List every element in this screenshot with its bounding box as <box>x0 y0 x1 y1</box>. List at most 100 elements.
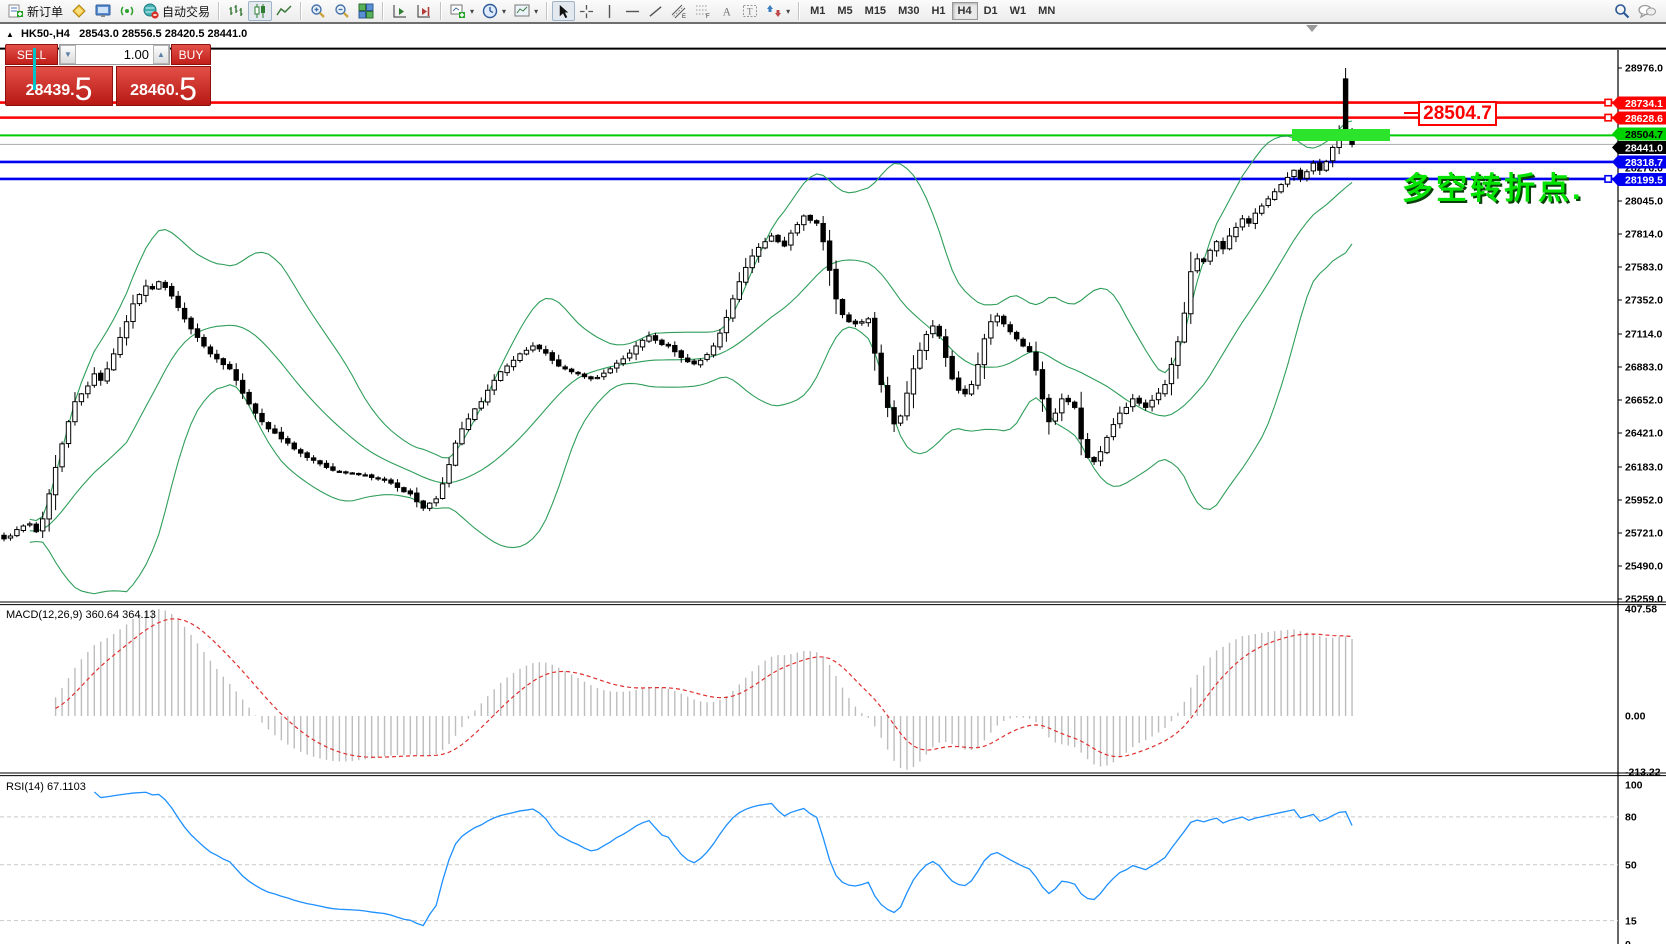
text-tool[interactable]: A <box>715 1 738 21</box>
price-axis-tick: 25721.0 <box>1625 528 1663 540</box>
template-dropdown[interactable]: ▾ <box>510 1 542 21</box>
bar-chart-button[interactable] <box>224 1 248 21</box>
ohlc-header: ▲ HK50-,H4 28543.0 28556.5 28420.5 28441… <box>6 28 247 40</box>
search-icon[interactable] <box>1614 3 1630 19</box>
arrows-dropdown[interactable]: ▾ <box>762 1 794 21</box>
trendline-icon <box>649 5 662 17</box>
sell-button[interactable]: SELL <box>5 44 58 65</box>
timeframe-d1[interactable]: D1 <box>983 5 998 17</box>
horizontal-line-tool[interactable] <box>621 1 644 21</box>
text-icon: A <box>723 6 732 18</box>
price-axis-tick: 26421.0 <box>1625 428 1663 440</box>
bar-chart-icon <box>229 5 243 16</box>
new-order-icon <box>8 4 23 18</box>
price-axis-tick: 27814.0 <box>1625 229 1663 241</box>
new-chart-dropdown[interactable]: ▾ <box>446 1 478 21</box>
auto-scroll-icon <box>393 5 407 18</box>
timeframe-mn[interactable]: MN <box>1038 5 1056 17</box>
price-level-badge: 28504.7 <box>1625 129 1663 141</box>
text-label-icon: T <box>743 5 758 17</box>
timeframe-group: M1 M5 M15 M30 H1 H4 D1 W1 MN <box>804 0 1061 22</box>
rsi-label: RSI(14) 67.1103 <box>6 781 86 793</box>
toolbar-separator <box>382 2 385 20</box>
macd-axis-tick: 0.00 <box>1625 711 1646 723</box>
clock-icon <box>482 3 498 19</box>
timeframe-m1[interactable]: M1 <box>810 5 826 17</box>
symbol-period-label: HK50-,H4 <box>20 28 70 40</box>
crosshair-tool-button[interactable] <box>575 1 598 21</box>
rsi-axis-tick: 15 <box>1625 916 1637 928</box>
autotrading-button[interactable]: 自动交易 <box>139 1 214 21</box>
timeframe-m15[interactable]: M15 <box>864 5 887 17</box>
zoom-in-icon <box>311 4 325 18</box>
price-axis-tick: 25952.0 <box>1625 495 1663 507</box>
top-toolbar: 新订单 自动交易 <box>0 0 1666 24</box>
price-annotation-box[interactable]: 28504.7 <box>1418 101 1497 126</box>
caret-down-icon: ▾ <box>786 6 791 16</box>
market-watch-button[interactable] <box>91 1 115 21</box>
volume-increase-button[interactable]: ▲ <box>153 45 169 64</box>
toolbar-separator <box>440 2 443 20</box>
rsi-axis-tick: 50 <box>1625 860 1637 872</box>
toolbar-separator <box>798 2 801 20</box>
new-order-label: 新订单 <box>27 4 64 19</box>
new-chart-icon <box>450 4 466 18</box>
fibonacci-icon: F <box>696 5 710 19</box>
trendline-tool[interactable] <box>644 1 667 21</box>
profile-button[interactable] <box>67 1 91 21</box>
new-order-button[interactable]: 新订单 <box>4 1 67 21</box>
text-label-tool[interactable]: T <box>738 1 762 21</box>
auto-scroll-button[interactable] <box>388 1 412 21</box>
volume-decrease-button[interactable]: ▼ <box>60 45 76 64</box>
cyan-marker-bar <box>33 48 36 90</box>
crosshair-icon <box>580 4 594 18</box>
price-axis-tick: 28976.0 <box>1625 63 1663 75</box>
fibonacci-tool[interactable]: F <box>691 1 715 21</box>
svg-text:T: T <box>747 7 753 17</box>
signal-button[interactable] <box>115 1 139 21</box>
sell-price-pip: 5 <box>74 70 93 107</box>
collapse-panel-arrow[interactable]: ▲ <box>6 30 14 39</box>
one-click-trade-panel: SELL ▼ 1.00 ▲ BUY 28439. 5 28460. 5 <box>5 44 211 107</box>
line-chart-button[interactable] <box>272 1 296 21</box>
buy-price-pip: 5 <box>179 70 197 107</box>
vertical-line-icon <box>608 4 611 18</box>
toolbar-separator <box>300 2 303 20</box>
arrow-objects-icon <box>767 5 782 17</box>
price-axis-tick: 27583.0 <box>1625 262 1663 274</box>
price-chart-canvas[interactable]: 28976.028276.028045.027814.027583.027352… <box>0 24 1666 944</box>
turning-point-annotation[interactable]: 多空转折点. <box>1402 171 1584 206</box>
price-axis-tick: 26883.0 <box>1625 362 1663 374</box>
equidistant-channel-icon: E <box>671 4 686 19</box>
vertical-line-tool[interactable] <box>598 1 621 21</box>
timeframe-h1[interactable]: H1 <box>931 5 946 17</box>
channel-tool[interactable]: E <box>667 1 691 21</box>
chart-shift-icon <box>417 5 431 18</box>
timeframe-m5[interactable]: M5 <box>837 5 853 17</box>
timeframe-h4[interactable]: H4 <box>951 2 978 20</box>
zoom-out-icon <box>335 4 349 18</box>
chat-icon[interactable] <box>1638 3 1656 19</box>
chart-area[interactable]: 28976.028276.028045.027814.027583.027352… <box>0 24 1666 944</box>
tile-windows-button[interactable] <box>354 1 378 21</box>
price-level-badge: 28628.6 <box>1625 113 1663 125</box>
buy-price-button[interactable]: 28460. 5 <box>116 66 211 106</box>
price-axis-tick: 25490.0 <box>1625 561 1663 573</box>
price-axis-tick: 27114.0 <box>1625 329 1663 341</box>
template-icon <box>514 4 530 17</box>
cursor-tool-button[interactable] <box>552 1 576 21</box>
timeframe-m30[interactable]: M30 <box>898 5 920 17</box>
volume-input[interactable]: 1.00 <box>123 47 149 62</box>
timeframe-w1[interactable]: W1 <box>1009 5 1027 17</box>
chart-shift-marker-icon[interactable] <box>1306 25 1318 32</box>
period-dropdown[interactable]: ▾ <box>478 1 510 21</box>
buy-button[interactable]: BUY <box>171 44 211 65</box>
chart-shift-button[interactable] <box>412 1 436 21</box>
toolbar-separator <box>218 2 221 20</box>
signal-icon <box>120 6 134 16</box>
zoom-in-button[interactable] <box>306 1 330 21</box>
sell-price-button[interactable]: 28439. 5 <box>5 66 113 106</box>
zoom-out-button[interactable] <box>330 1 354 21</box>
candlestick-chart-button[interactable] <box>248 1 273 21</box>
macd-axis-tick: -213.22 <box>1625 767 1661 779</box>
